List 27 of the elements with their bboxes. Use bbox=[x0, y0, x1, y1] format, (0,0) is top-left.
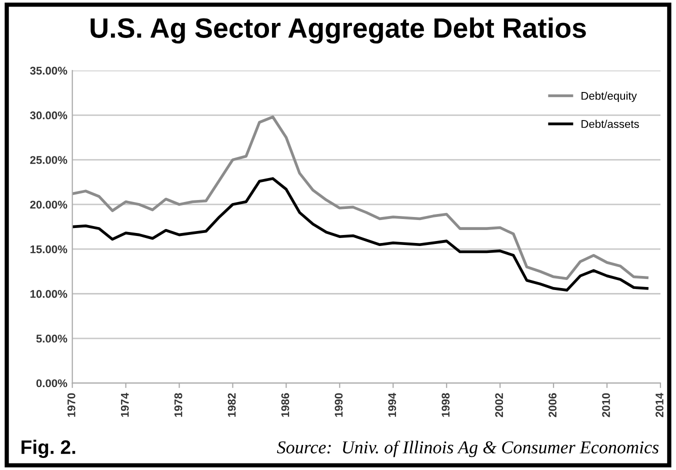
y-tick-label: 5.00% bbox=[36, 334, 68, 343]
y-tick-label: 35.00% bbox=[30, 66, 68, 75]
x-tick-label: 1990 bbox=[334, 393, 343, 417]
line-series bbox=[72, 177, 648, 292]
x-tick-label: 1986 bbox=[281, 393, 290, 417]
y-tick-label: 20.00% bbox=[30, 200, 68, 209]
chart-title: U.S. Ag Sector Aggregate Debt Ratios bbox=[90, 18, 586, 44]
legend-label: Debt/equity bbox=[582, 92, 637, 102]
x-tick-label: 2014 bbox=[656, 392, 664, 418]
x-tick-label: 1978 bbox=[174, 393, 182, 417]
line-series bbox=[72, 116, 648, 280]
x-tick-label: 1994 bbox=[388, 392, 396, 417]
x-tick-label: 2010 bbox=[602, 393, 610, 418]
x-tick-label: 2002 bbox=[495, 393, 504, 418]
x-tick-label: 1998 bbox=[442, 393, 450, 417]
y-tick-label: 10.00% bbox=[30, 290, 68, 298]
y-tick-label: 30.00% bbox=[30, 111, 68, 120]
x-tick-label: 2006 bbox=[548, 393, 557, 418]
source-note: Source: Univ. of Illinois Ag & Consumer Economics bbox=[276, 440, 659, 458]
y-tick-label: 15.00% bbox=[30, 245, 68, 254]
y-tick-label: 25.00% bbox=[30, 156, 68, 164]
caption: Fig. 2. bbox=[22, 440, 76, 458]
y-tick-label: 0.00% bbox=[36, 379, 68, 388]
x-tick-label: 1970 bbox=[67, 393, 76, 417]
x-tick-label: 1982 bbox=[228, 393, 236, 417]
x-tick-label: 1974 bbox=[120, 392, 129, 417]
legend-label: Debt/assets bbox=[582, 120, 639, 128]
